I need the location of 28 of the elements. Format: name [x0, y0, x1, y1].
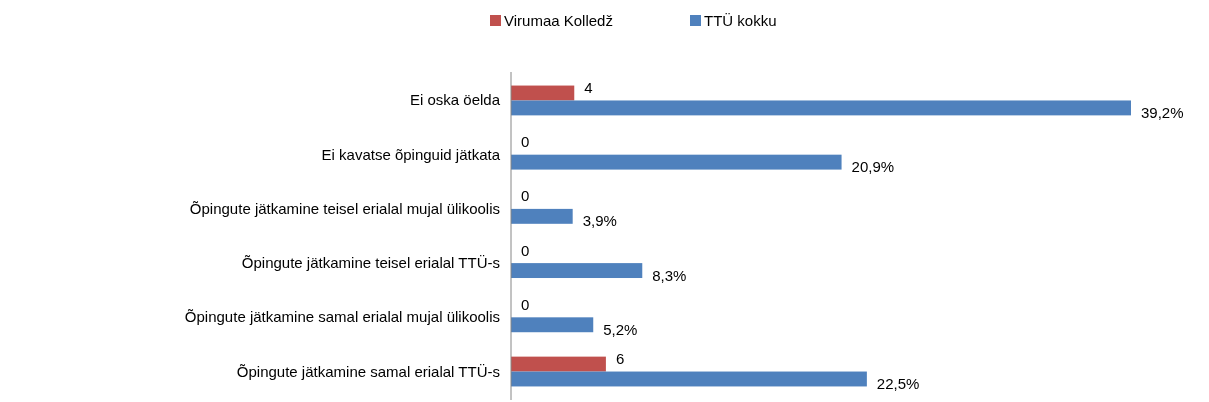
data-label: 4 — [584, 79, 593, 97]
data-label: 6 — [615, 350, 625, 368]
bar — [511, 356, 606, 372]
bar — [511, 208, 573, 224]
legend-label: Virumaa Kolledž — [504, 12, 613, 29]
data-label: 3,9% — [582, 212, 617, 230]
data-label: 5,2% — [603, 320, 638, 338]
data-label: 22,5% — [876, 374, 920, 392]
legend-label: TTÜ kokku — [704, 12, 777, 29]
y-tick-label: Õpingute jätkamine teisel erialal TTÜ-s — [241, 254, 500, 272]
bar — [511, 85, 575, 101]
data-label: 0 — [521, 241, 530, 259]
data-label: 0 — [521, 295, 530, 313]
y-tick-label: Ei oska öelda — [409, 91, 501, 109]
bar — [511, 371, 867, 387]
data-label: 20,9% — [851, 158, 895, 176]
data-label: 39,2% — [1141, 103, 1184, 121]
data-label: 0 — [521, 187, 530, 205]
data-label: 8,3% — [652, 266, 687, 284]
y-tick-label: Õpingute jätkamine teisel erialal mujal ülikoolis — [189, 199, 500, 217]
bar — [511, 317, 594, 333]
y-tick-label: Õpingute jätkamine samal erialal mujal ülikoolis — [184, 308, 500, 326]
y-tick-label: Õpingute jätkamine samal erialal TTÜ-s — [236, 362, 500, 380]
y-tick-label: Ei kavatse õpinguid jätkata — [321, 145, 501, 163]
bar — [511, 263, 643, 279]
bar — [511, 154, 842, 170]
bar — [511, 100, 1131, 116]
data-label: 0 — [521, 133, 530, 151]
